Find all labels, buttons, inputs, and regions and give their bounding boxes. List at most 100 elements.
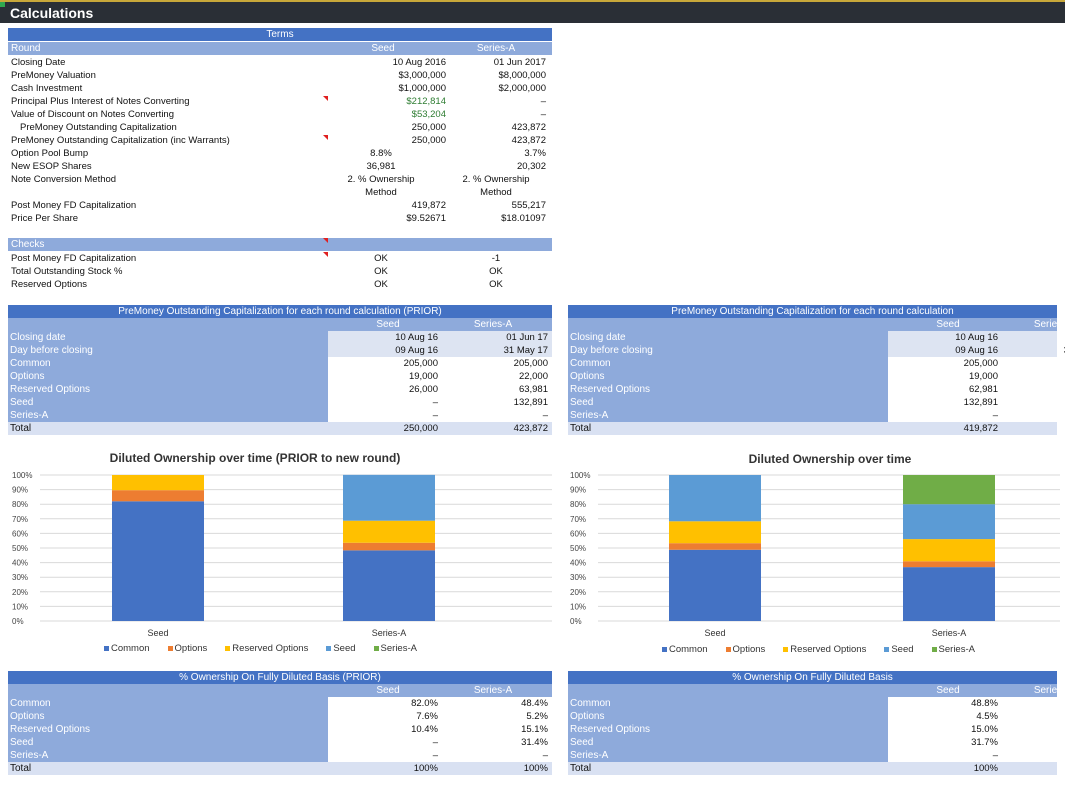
terms-row-label: Note Conversion Method xyxy=(11,174,117,185)
cap_prior-col-seed: Seed xyxy=(376,319,400,330)
y-tick-label: 90% xyxy=(570,486,586,495)
terms-seed-value: 8.8% xyxy=(370,148,392,159)
legend-swatch xyxy=(326,645,332,651)
comment-marker[interactable] xyxy=(323,135,328,140)
terms-seriesa-value: Method xyxy=(480,187,512,198)
terms-row: Closing Date 10 Aug 2016 01 Jun 2017 xyxy=(11,56,551,69)
terms-seed-value: 2. % Ownership xyxy=(347,174,415,185)
cap_new-row-label: Day before closing xyxy=(570,345,653,356)
terms-seriesa-value: 423,872 xyxy=(511,135,546,146)
round-band: Round Seed Series-A xyxy=(8,42,552,55)
own_prior-label-column xyxy=(8,697,328,762)
chart-title-new: Diluted Ownership over time xyxy=(748,452,912,466)
legend-label: Options xyxy=(174,643,208,654)
cap_prior-seed-cell: 205,000 xyxy=(403,358,438,369)
legend-label: Common xyxy=(111,643,150,654)
own_prior-total-label: Total xyxy=(10,763,32,774)
cap_new-header: PreMoney Outstanding Capitalization for … xyxy=(568,305,1057,318)
bar-segment-options xyxy=(343,542,435,551)
y-tick-label: 30% xyxy=(570,573,586,582)
terms-row-label: PreMoney Valuation xyxy=(11,70,96,81)
cap_prior-col-seriesa: Series-A xyxy=(473,319,513,330)
x-category-label: Series-A xyxy=(372,628,407,638)
legend-item: Reserved Options xyxy=(783,644,866,655)
chart-title-prior: Diluted Ownership over time (PRIOR to ne… xyxy=(109,451,401,465)
terms-seed-value: $212,814 xyxy=(406,96,446,107)
cap_new-row-label: Series-A xyxy=(570,410,609,421)
cap_prior-seed-cell: – xyxy=(432,410,438,421)
legend-swatch xyxy=(104,645,109,651)
legend-swatch xyxy=(373,645,379,651)
own_new-seriesa-cell: 36.9% xyxy=(1008,697,1065,710)
own_new-subheader: Seed Series-A xyxy=(568,684,1065,697)
cap_new-seriesa-cell: 84,283 xyxy=(1008,383,1065,396)
terms-row-label: Cash Investment xyxy=(11,83,83,94)
cap_new-col-seed: Seed xyxy=(936,319,960,330)
cap_prior-seriesa-cell: 31 May 17 xyxy=(503,345,548,356)
comment-marker[interactable] xyxy=(323,252,328,257)
terms-row: New ESOP Shares 36,981 20,302 xyxy=(11,160,551,173)
terms-row: PreMoney Outstanding Capitalization (inc… xyxy=(11,134,551,147)
y-tick-label: 0% xyxy=(12,617,24,626)
terms-row: PreMoney Outstanding Capitalization 250,0… xyxy=(11,121,551,134)
cap_prior-seriesa-cell: 132,891 xyxy=(513,397,548,408)
terms-seriesa-value: $18.01097 xyxy=(501,213,546,224)
cap_prior-seriesa-cell: – xyxy=(542,410,548,421)
cap_prior-seed-cell: 19,000 xyxy=(408,371,438,382)
y-tick-label: 0% xyxy=(570,617,582,626)
own_new-col-seriesa: Series-A xyxy=(1033,685,1065,696)
legend-swatch xyxy=(167,645,173,651)
cap_new-seed-cell: 132,891 xyxy=(963,397,998,408)
terms-seriesa-value: 20,302 xyxy=(516,161,546,172)
cap_prior-seriesa-cell: 63,981 xyxy=(518,384,548,395)
cap_new-row-label: Common xyxy=(570,358,611,369)
bar-segment-reserved-options xyxy=(903,539,995,562)
own_new-value-area xyxy=(888,697,1057,762)
own_prior-seed-cell: – xyxy=(432,737,438,748)
terms-seriesa-value: – xyxy=(540,96,546,107)
legend-swatch xyxy=(662,646,667,652)
y-tick-label: 100% xyxy=(12,471,32,480)
legend-item: Seed xyxy=(326,643,356,654)
y-tick-label: 80% xyxy=(12,500,28,509)
comment-marker[interactable] xyxy=(323,238,328,243)
cap_new-total-row xyxy=(568,422,1057,435)
legend-item: Seed xyxy=(884,644,914,655)
y-tick-label: 70% xyxy=(12,515,28,524)
cap_prior-row-label: Series-A xyxy=(10,410,49,421)
own_new-total-seed: 100% xyxy=(973,763,998,774)
terms-seriesa-value: 01 Jun 2017 xyxy=(493,57,546,68)
legend-label: Options xyxy=(732,644,766,655)
own_prior-row-label: Common xyxy=(10,698,51,709)
cap_prior-row-label: Options xyxy=(10,371,45,382)
legend-item: Series-A xyxy=(373,643,417,654)
cap_new-seriesa-cell: 31 May 17 xyxy=(1008,344,1065,357)
own_prior-row-label: Options xyxy=(10,711,45,722)
own_prior-row-label: Reserved Options xyxy=(10,724,91,735)
cap_prior-row-label: Reserved Options xyxy=(10,384,91,395)
terms-seed-value: $53,204 xyxy=(411,109,446,120)
legend-label: Series-A xyxy=(938,644,975,655)
own_new-seed-cell: 31.7% xyxy=(971,737,998,748)
terms-row: Option Pool Bump 8.8% 3.7% xyxy=(11,147,551,160)
terms-row: Method Method xyxy=(11,186,551,199)
legend-label: Reserved Options xyxy=(790,644,867,655)
bar-segment-common xyxy=(343,550,435,621)
cap_new-total-seed: 419,872 xyxy=(963,423,998,434)
y-tick-label: 50% xyxy=(12,544,28,553)
cap_prior-row-label: Seed xyxy=(10,397,34,408)
cap_prior-seed-cell: 09 Aug 16 xyxy=(395,345,438,356)
terms-seed-value: 419,872 xyxy=(411,200,446,211)
y-tick-label: 40% xyxy=(12,559,28,568)
legend-swatch xyxy=(725,646,731,652)
own_new-total-seriesa: 100% xyxy=(1008,762,1065,775)
terms-row-label: Option Pool Bump xyxy=(11,148,89,159)
own_prior-total-seed: 100% xyxy=(413,763,438,774)
legend-swatch xyxy=(931,646,937,652)
legend-label: Seed xyxy=(333,643,356,654)
y-tick-label: 10% xyxy=(12,602,28,611)
terms-col-seed: Seed xyxy=(371,43,395,54)
comment-marker[interactable] xyxy=(323,96,328,101)
own_new-seed-cell: 15.0% xyxy=(971,724,998,735)
cap_new-row-label: Seed xyxy=(570,397,594,408)
